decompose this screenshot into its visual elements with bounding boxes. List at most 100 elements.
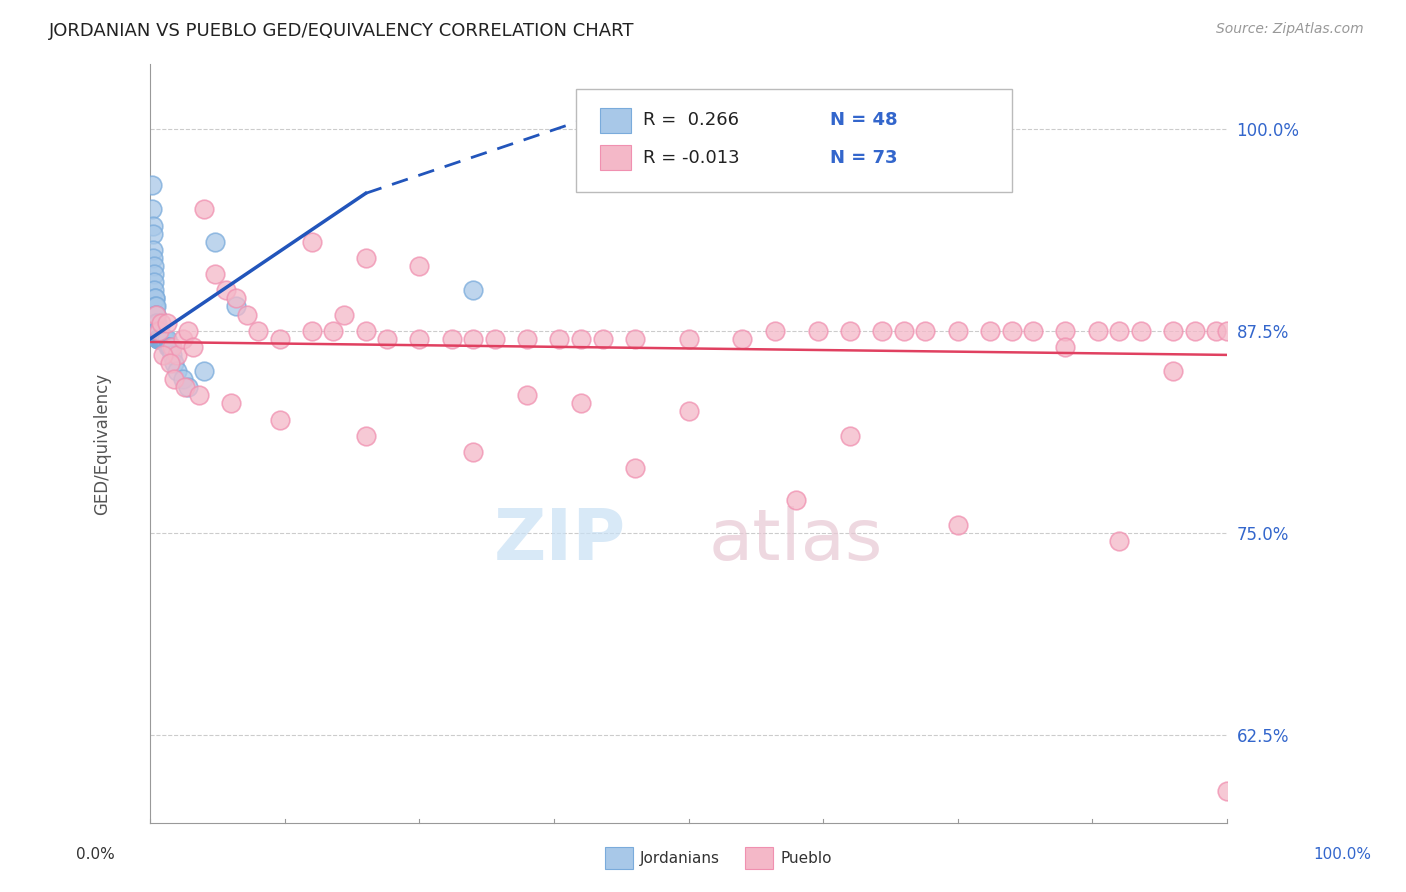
Text: N = 48: N = 48: [830, 112, 897, 129]
Point: [141, 202, 163, 217]
Point: [145, 308, 167, 322]
Point: [408, 259, 430, 273]
Point: [142, 267, 165, 281]
Point: [157, 340, 180, 354]
Point: [146, 324, 169, 338]
Text: Pueblo: Pueblo: [780, 851, 832, 865]
Point: [1161, 364, 1184, 378]
Point: [354, 251, 377, 265]
Point: [333, 308, 356, 322]
Point: [1129, 324, 1152, 338]
Text: N = 73: N = 73: [830, 149, 897, 167]
Point: [785, 493, 807, 508]
Point: [148, 332, 170, 346]
Point: [146, 324, 169, 338]
Point: [204, 267, 226, 281]
Point: [269, 412, 291, 426]
Point: [146, 324, 169, 338]
Point: [145, 308, 167, 322]
Point: [143, 291, 166, 305]
Point: [219, 396, 242, 410]
Point: [1000, 324, 1022, 338]
Point: [187, 388, 209, 402]
Text: ZIP: ZIP: [494, 507, 626, 575]
Point: [166, 364, 188, 378]
Point: [569, 332, 592, 346]
Point: [172, 372, 194, 386]
Point: [150, 332, 173, 346]
Point: [172, 332, 194, 346]
Point: [215, 283, 238, 297]
Point: [1161, 324, 1184, 338]
Text: Jordanians: Jordanians: [640, 851, 720, 865]
Point: [145, 308, 167, 322]
Point: [160, 340, 183, 354]
Point: [225, 291, 247, 305]
Point: [145, 316, 167, 330]
Point: [322, 324, 344, 338]
Point: [623, 332, 645, 346]
Point: [946, 324, 969, 338]
Point: [1022, 324, 1045, 338]
Point: [354, 428, 377, 442]
Point: [763, 324, 786, 338]
Point: [143, 300, 166, 314]
Point: [225, 300, 247, 314]
Text: 0.0%: 0.0%: [76, 847, 115, 863]
Point: [1216, 324, 1239, 338]
Point: [153, 332, 176, 346]
Point: [145, 316, 167, 330]
Point: [731, 332, 754, 346]
Point: [149, 332, 172, 346]
Text: R = -0.013: R = -0.013: [643, 149, 740, 167]
Point: [145, 300, 167, 314]
Point: [872, 324, 894, 338]
Point: [839, 428, 862, 442]
Point: [807, 324, 830, 338]
Point: [946, 517, 969, 532]
Point: [155, 332, 177, 346]
Point: [146, 332, 169, 346]
Point: [160, 348, 183, 362]
Point: [678, 404, 700, 418]
Point: [979, 324, 1001, 338]
Point: [839, 324, 862, 338]
Point: [678, 332, 700, 346]
Point: [440, 332, 463, 346]
Text: GED/Equivalency: GED/Equivalency: [93, 373, 111, 515]
Point: [1108, 533, 1130, 548]
Point: [177, 380, 200, 394]
Point: [143, 291, 166, 305]
Point: [1108, 324, 1130, 338]
Point: [516, 332, 538, 346]
Point: [569, 396, 592, 410]
Point: [148, 332, 170, 346]
Point: [177, 324, 200, 338]
Text: JORDANIAN VS PUEBLO GED/EQUIVALENCY CORRELATION CHART: JORDANIAN VS PUEBLO GED/EQUIVALENCY CORR…: [49, 22, 634, 40]
Point: [301, 324, 323, 338]
Point: [236, 308, 259, 322]
Point: [1205, 324, 1227, 338]
Point: [152, 348, 174, 362]
Point: [159, 340, 181, 354]
Point: [1054, 324, 1077, 338]
Text: 100.0%: 100.0%: [1313, 847, 1372, 863]
Point: [163, 356, 186, 370]
Point: [463, 283, 485, 297]
Point: [142, 251, 165, 265]
Point: [150, 316, 173, 330]
Point: [150, 332, 173, 346]
Point: [146, 332, 169, 346]
Point: [183, 340, 205, 354]
Point: [408, 332, 430, 346]
Point: [150, 332, 173, 346]
Point: [1184, 324, 1206, 338]
Point: [149, 332, 172, 346]
Point: [516, 388, 538, 402]
Point: [204, 235, 226, 249]
Text: atlas: atlas: [709, 507, 883, 575]
Point: [914, 324, 936, 338]
Text: Source: ZipAtlas.com: Source: ZipAtlas.com: [1216, 22, 1364, 37]
Point: [592, 332, 614, 346]
Point: [193, 364, 215, 378]
